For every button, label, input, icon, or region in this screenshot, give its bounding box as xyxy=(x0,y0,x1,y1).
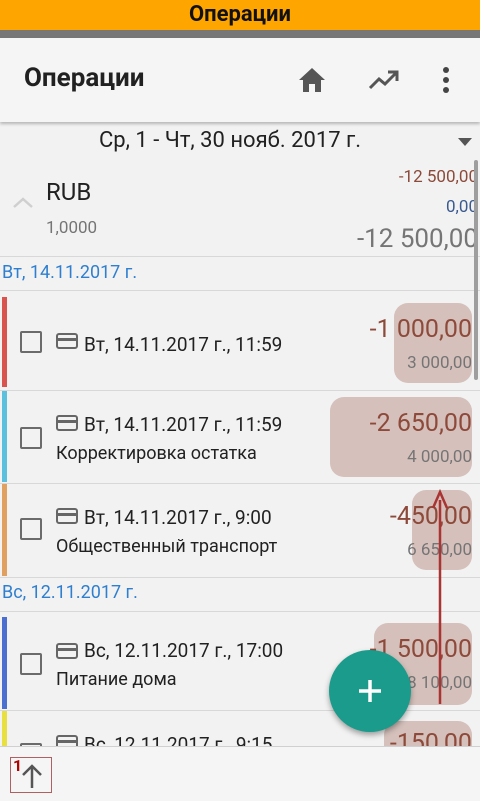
scroll-up-button[interactable]: 1 xyxy=(10,756,52,793)
chevron-up-icon[interactable] xyxy=(12,194,34,213)
page-title: Операции xyxy=(24,63,145,93)
select-checkbox[interactable] xyxy=(20,743,42,746)
transaction-amount: -1 000,00 xyxy=(369,315,472,344)
credit-card-icon xyxy=(56,735,78,746)
transaction-amount: -150,00 xyxy=(389,729,472,746)
annotation-arrow-icon xyxy=(431,488,449,704)
divider xyxy=(0,390,480,391)
currency-code: RUB xyxy=(46,178,92,206)
app-bar: Операции xyxy=(0,38,480,122)
divider xyxy=(0,256,480,257)
credit-card-icon xyxy=(56,415,78,431)
date-header: Вс, 12.11.2017 г. xyxy=(2,582,138,603)
dropdown-arrow-icon xyxy=(458,138,472,146)
divider xyxy=(0,577,480,578)
divider xyxy=(0,710,480,711)
plus-icon xyxy=(359,680,381,702)
transaction-category: Корректировка остатка xyxy=(56,443,257,464)
transaction-datetime: Вт, 14.11.2017 г., 11:59 xyxy=(84,413,283,436)
credit-card-icon xyxy=(56,643,78,659)
add-operation-button[interactable] xyxy=(329,650,411,732)
arrow-up-icon xyxy=(22,764,42,788)
transaction-datetime: Вс, 12.11.2017 г., 17:00 xyxy=(84,639,284,662)
summary-total: -12 500,00 xyxy=(356,224,478,254)
transaction-row[interactable]: Вт, 14.11.2017 г., 11:59 -1 000,00 3 000… xyxy=(0,297,480,387)
up-badge: 1 xyxy=(13,756,23,775)
divider xyxy=(0,290,480,291)
transaction-row[interactable]: Вт, 14.11.2017 г., 9:00 Общественный тра… xyxy=(0,484,480,576)
category-color-stripe xyxy=(2,617,7,709)
category-color-stripe xyxy=(2,711,7,746)
transaction-amount: -2 650,00 xyxy=(369,409,472,438)
amount-highlight xyxy=(384,721,472,746)
home-icon[interactable] xyxy=(294,62,330,98)
period-selector[interactable]: Ср, 1 - Чт, 30 нояб. 2017 г. xyxy=(0,126,480,156)
transaction-datetime: Вт, 14.11.2017 г., 11:59 xyxy=(84,333,283,356)
transaction-datetime: Вс, 12.11.2017 г., 9:15 xyxy=(84,733,273,746)
summary-expense: -12 500,00 xyxy=(398,167,478,187)
amount-highlight xyxy=(394,303,472,383)
select-checkbox[interactable] xyxy=(20,653,42,675)
select-checkbox[interactable] xyxy=(20,518,42,540)
transaction-row[interactable]: Вс, 12.11.2017 г., 9:15 -150,00 xyxy=(0,711,480,746)
amount-highlight xyxy=(330,397,472,477)
credit-card-icon xyxy=(56,508,78,524)
account-summary[interactable]: RUB 1,0000 -12 500,00 0,00 -12 500,00 xyxy=(0,160,480,256)
select-checkbox[interactable] xyxy=(20,331,42,353)
transaction-row[interactable]: Вт, 14.11.2017 г., 11:59 Корректировка о… xyxy=(0,391,480,482)
transaction-category: Общественный транспорт xyxy=(56,536,278,557)
amount-highlight xyxy=(412,490,472,570)
bottom-bar: 1 xyxy=(0,746,480,801)
credit-card-icon xyxy=(56,333,78,349)
period-label: Ср, 1 - Чт, 30 нояб. 2017 г. xyxy=(98,128,362,153)
category-color-stripe xyxy=(2,484,7,576)
trending-up-icon[interactable] xyxy=(366,62,402,98)
title-divider xyxy=(0,30,480,38)
category-color-stripe xyxy=(2,297,7,387)
summary-income: 0,00 xyxy=(445,197,478,217)
window-title: Операции xyxy=(0,0,480,30)
currency-rate: 1,0000 xyxy=(46,218,98,238)
divider xyxy=(0,483,480,484)
scrollbar[interactable] xyxy=(474,160,478,380)
divider xyxy=(0,611,480,612)
transaction-category: Питание дома xyxy=(56,669,177,690)
category-color-stripe xyxy=(2,391,7,482)
date-header: Вт, 14.11.2017 г. xyxy=(2,262,138,283)
transaction-amount: -450,00 xyxy=(389,502,472,531)
transaction-balance: 3 000,00 xyxy=(407,353,472,373)
transaction-datetime: Вт, 14.11.2017 г., 9:00 xyxy=(84,506,272,529)
transaction-balance: 4 000,00 xyxy=(407,447,472,467)
select-checkbox[interactable] xyxy=(20,427,42,449)
more-vert-icon[interactable] xyxy=(428,62,464,98)
